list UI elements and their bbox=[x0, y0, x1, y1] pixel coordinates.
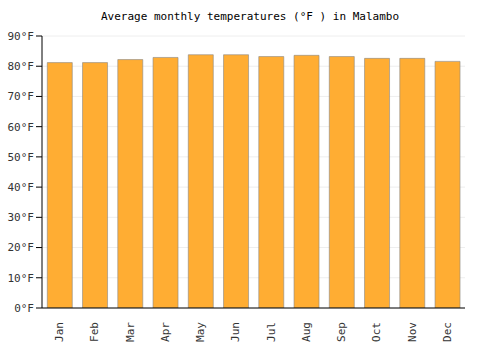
svg-text:May: May bbox=[194, 322, 207, 342]
svg-text:Jan: Jan bbox=[53, 322, 66, 342]
svg-text:Aug: Aug bbox=[300, 322, 313, 342]
svg-text:Sep: Sep bbox=[335, 322, 348, 342]
svg-text:20°F: 20°F bbox=[8, 241, 34, 254]
svg-text:60°F: 60°F bbox=[8, 121, 34, 134]
svg-text:50°F: 50°F bbox=[8, 151, 34, 164]
svg-text:80°F: 80°F bbox=[8, 60, 34, 73]
svg-text:Apr: Apr bbox=[159, 322, 172, 342]
svg-text:Feb: Feb bbox=[88, 322, 101, 342]
svg-text:0°F: 0°F bbox=[14, 302, 34, 315]
svg-text:Mar: Mar bbox=[124, 322, 137, 342]
svg-text:Dec: Dec bbox=[441, 322, 454, 342]
svg-text:Jun: Jun bbox=[229, 322, 242, 342]
svg-text:Nov: Nov bbox=[406, 322, 419, 342]
svg-text:Jul: Jul bbox=[265, 322, 278, 342]
svg-text:30°F: 30°F bbox=[8, 211, 34, 224]
svg-text:90°F: 90°F bbox=[8, 30, 34, 43]
svg-text:Oct: Oct bbox=[370, 322, 383, 342]
svg-text:10°F: 10°F bbox=[8, 272, 34, 285]
svg-text:70°F: 70°F bbox=[8, 90, 34, 103]
html-text:Average monthly temperatures (: Average monthly temperatures (°F ) in Ma… bbox=[101, 10, 399, 23]
svg-text:40°F: 40°F bbox=[8, 181, 34, 194]
